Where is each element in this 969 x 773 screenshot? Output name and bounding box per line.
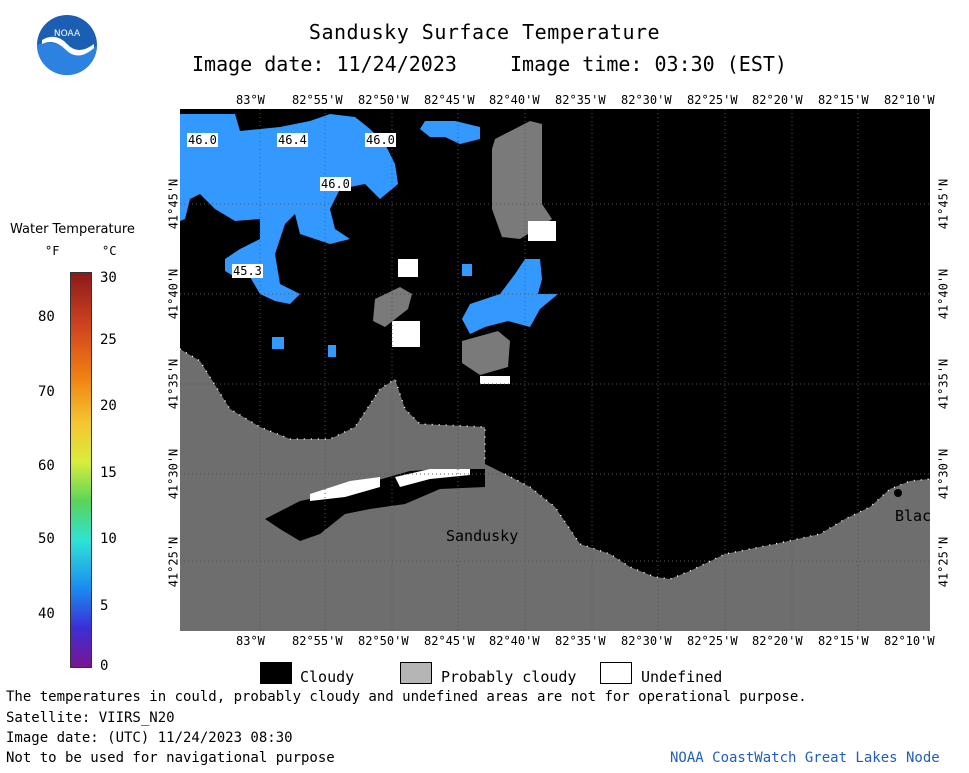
lon-label-bottom: 82°30'W — [621, 634, 672, 648]
map-panel[interactable] — [180, 109, 930, 631]
undefined-patch — [528, 221, 556, 241]
page-title: Sandusky Surface Temperature — [308, 20, 661, 44]
image-time: Image time: 03:30 (EST) — [510, 52, 787, 76]
lon-label-top: 82°50'W — [358, 93, 409, 107]
place-label-blac: Blac — [895, 507, 932, 525]
colorbar — [70, 272, 92, 668]
colorbar-c-tick-20: 20 — [100, 398, 117, 414]
lon-label-top: 82°35'W — [555, 93, 606, 107]
lat-label-left: 41°40'N — [166, 268, 181, 320]
probably-cloudy-patch — [492, 121, 552, 239]
lon-label-top: 82°45'W — [424, 93, 475, 107]
temp-label: 46.0 — [320, 177, 351, 191]
temp-label: 46.0 — [187, 133, 218, 147]
svg-text:NOAA: NOAA — [54, 29, 81, 39]
colorbar-c-tick-10: 10 — [100, 531, 117, 547]
footer-satellite: Satellite: VIIRS_N20 — [6, 710, 175, 726]
graticule — [180, 109, 930, 631]
colorbar-c-tick-5: 5 — [100, 598, 109, 614]
probably-cloudy-patch — [462, 331, 510, 375]
temperature-patch — [420, 121, 480, 144]
undefined-patch — [392, 321, 420, 347]
lon-label-bottom: 82°10'W — [884, 634, 935, 648]
legend-label-probably-cloudy: Probably cloudy — [441, 668, 577, 686]
temp-label: 45.3 — [232, 264, 263, 278]
colorbar-unit-f: °F — [45, 244, 60, 258]
lon-label-top: 83°W — [236, 93, 265, 107]
lon-label-bottom: 82°40'W — [489, 634, 540, 648]
lon-label-top: 82°30'W — [621, 93, 672, 107]
temperature-patch — [180, 114, 398, 304]
lat-label-right: 41°45'N — [936, 178, 951, 230]
lon-label-bottom: 82°20'W — [752, 634, 803, 648]
lon-label-bottom: 82°45'W — [424, 634, 475, 648]
undefined-patch — [310, 477, 380, 501]
lon-label-bottom: 82°55'W — [292, 634, 343, 648]
lon-label-top: 82°55'W — [292, 93, 343, 107]
lon-label-bottom: 82°35'W — [555, 634, 606, 648]
undefined-patch — [395, 469, 470, 487]
map-svg — [180, 109, 930, 631]
lon-label-top: 82°40'W — [489, 93, 540, 107]
temp-label: 46.0 — [365, 133, 396, 147]
legend-swatch-probably-cloudy — [400, 662, 432, 684]
lat-label-right: 41°30'N — [936, 448, 951, 500]
colorbar-c-tick-25: 25 — [100, 332, 117, 348]
colorbar-unit-c: °C — [102, 244, 117, 258]
colorbar-c-tick-0: 0 — [100, 658, 109, 674]
map-marker — [894, 489, 902, 497]
lat-label-left: 41°35'N — [166, 358, 181, 410]
colorbar-f-tick-80: 80 — [38, 309, 55, 325]
legend-swatch-undefined — [600, 662, 632, 684]
lat-label-right: 41°25'N — [936, 536, 951, 588]
footer-note: The temperatures in could, probably clou… — [6, 689, 807, 705]
lat-label-right: 41°35'N — [936, 358, 951, 410]
temperature-patch — [328, 345, 336, 357]
probably-cloudy-patch — [265, 469, 485, 541]
legend-swatch-cloudy — [260, 662, 292, 684]
temperature-patch — [462, 264, 472, 276]
colorbar-title: Water Temperature — [10, 222, 135, 237]
colorbar-c-tick-30: 30 — [100, 270, 117, 286]
colorbar-f-tick-40: 40 — [38, 606, 55, 622]
temperature-patch — [462, 259, 558, 334]
lon-label-top: 82°25'W — [687, 93, 738, 107]
lat-label-left: 41°45'N — [166, 178, 181, 230]
legend-label-undefined: Undefined — [641, 668, 723, 686]
temp-label: 46.4 — [277, 133, 308, 147]
lon-label-bottom: 82°15'W — [818, 634, 869, 648]
temperature-patch — [272, 337, 284, 349]
lat-label-left: 41°25'N — [166, 536, 181, 588]
footer-utc-date: Image date: (UTC) 11/24/2023 08:30 — [6, 730, 293, 746]
colorbar-f-tick-70: 70 — [38, 384, 55, 400]
undefined-patch — [480, 376, 510, 384]
colorbar-f-tick-60: 60 — [38, 458, 55, 474]
image-date: Image date: 11/24/2023 — [192, 52, 457, 76]
lon-label-top: 82°10'W — [884, 93, 935, 107]
noaa-logo: NOAA — [36, 14, 98, 76]
lat-label-left: 41°30'N — [166, 448, 181, 500]
probably-cloudy-patch — [373, 287, 412, 327]
colorbar-c-tick-15: 15 — [100, 465, 117, 481]
lon-label-top: 82°20'W — [752, 93, 803, 107]
lon-label-bottom: 83°W — [236, 634, 265, 648]
lon-label-bottom: 82°25'W — [687, 634, 738, 648]
place-label-sandusky: Sandusky — [446, 527, 519, 545]
lat-label-right: 41°40'N — [936, 268, 951, 320]
colorbar-f-tick-50: 50 — [38, 531, 55, 547]
undefined-patch — [398, 259, 418, 277]
lon-label-top: 82°15'W — [818, 93, 869, 107]
legend-label-cloudy: Cloudy — [300, 668, 355, 686]
footer-credit: NOAA CoastWatch Great Lakes Node — [670, 750, 940, 766]
lon-label-bottom: 82°50'W — [358, 634, 409, 648]
land-south — [180, 349, 930, 631]
footer-nav-warning: Not to be used for navigational purpose — [6, 750, 335, 766]
